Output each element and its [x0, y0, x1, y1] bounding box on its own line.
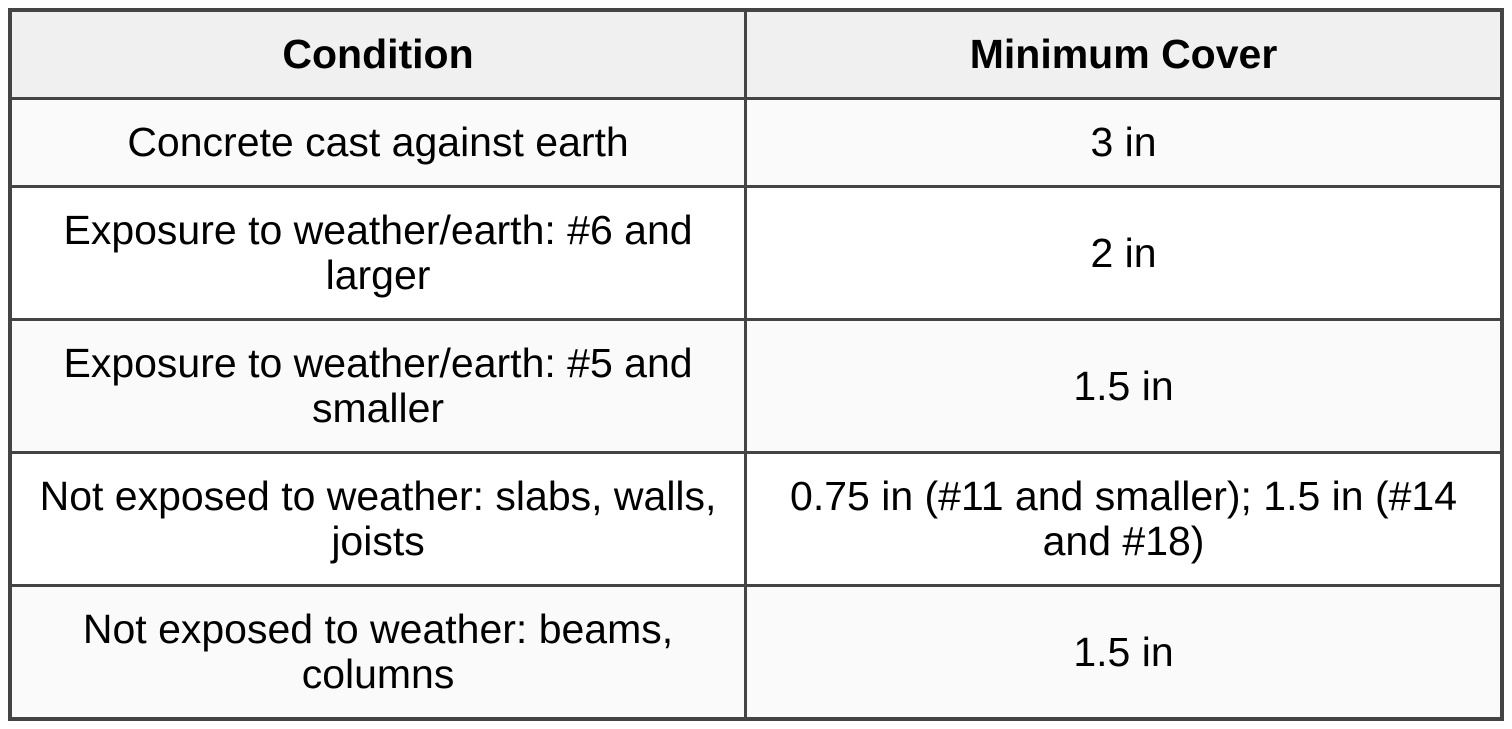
- table-row: Exposure to weather/earth: #6 and larger…: [8, 185, 1504, 321]
- cover-cell: 0.75 in (#11 and smaller); 1.5 in (#14 a…: [744, 451, 1504, 587]
- header-cell-condition: Condition: [8, 8, 748, 100]
- minimum-cover-table: Condition Minimum Cover Concrete cast ag…: [8, 8, 1504, 721]
- condition-cell: Not exposed to weather: beams, columns: [8, 584, 748, 721]
- cover-cell: 3 in: [744, 97, 1504, 188]
- table-row: Concrete cast against earth 3 in: [8, 97, 1504, 188]
- table-row: Not exposed to weather: beams, columns 1…: [8, 584, 1504, 721]
- cover-cell: 1.5 in: [744, 584, 1504, 721]
- table-row: Exposure to weather/earth: #5 and smalle…: [8, 318, 1504, 454]
- condition-cell: Exposure to weather/earth: #6 and larger: [8, 185, 748, 321]
- condition-cell: Exposure to weather/earth: #5 and smalle…: [8, 318, 748, 454]
- cover-cell: 2 in: [744, 185, 1504, 321]
- header-row: Condition Minimum Cover: [8, 8, 1504, 100]
- condition-cell: Not exposed to weather: slabs, walls, jo…: [8, 451, 748, 587]
- table-row: Not exposed to weather: slabs, walls, jo…: [8, 451, 1504, 587]
- condition-cell: Concrete cast against earth: [8, 97, 748, 188]
- cover-cell: 1.5 in: [744, 318, 1504, 454]
- header-cell-minimum-cover: Minimum Cover: [744, 8, 1504, 100]
